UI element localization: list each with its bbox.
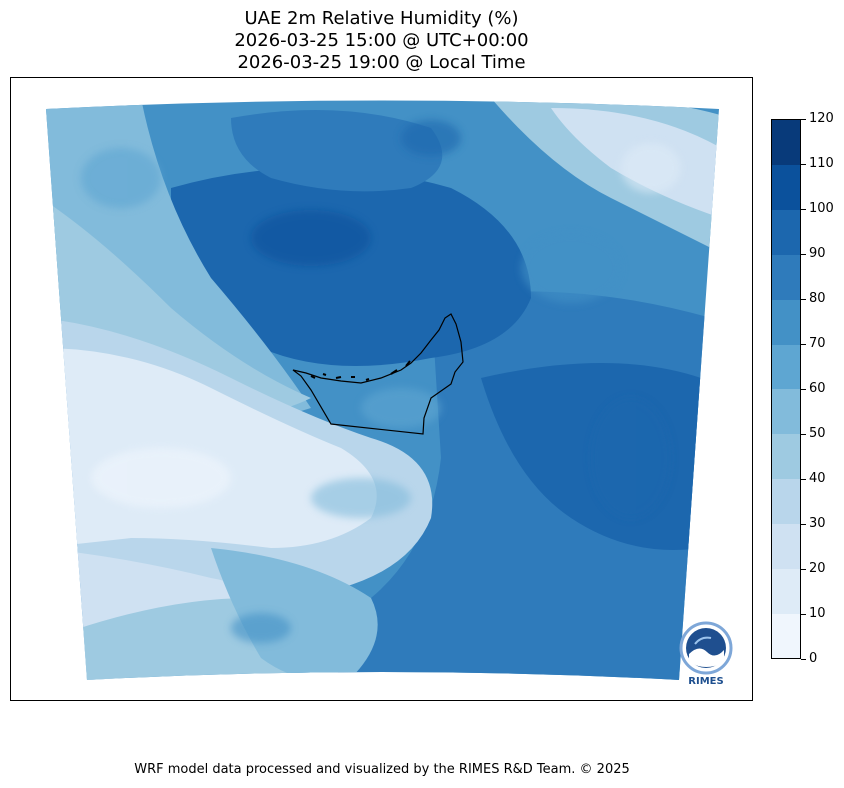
colorbar-tick-label: 30 — [809, 516, 826, 531]
colorbar-tick-label: 20 — [809, 561, 826, 576]
colorbar-segment — [772, 164, 800, 211]
colorbar-tick — [801, 523, 806, 525]
colorbar-segment — [772, 389, 800, 435]
credit-footer: WRF model data processed and visualized … — [134, 762, 630, 777]
colorbar-tick-label: 0 — [809, 651, 818, 666]
colorbar-tick-label: 40 — [809, 471, 826, 486]
colorbar-tick — [801, 163, 806, 165]
map-panel — [10, 77, 753, 701]
colorbar-tick-label: 110 — [809, 156, 834, 171]
colorbar-tick — [801, 658, 806, 660]
colorbar-segment — [772, 478, 800, 524]
chart-subtitle-local: 2026-03-25 19:00 @ Local Time — [237, 52, 526, 73]
rimes-globe-logo-icon — [679, 621, 733, 675]
colorbar-tick-label: 50 — [809, 426, 826, 441]
colorbar-tick — [801, 388, 806, 390]
uae-coast-islands — [310, 360, 411, 381]
colorbar-tick — [801, 253, 806, 255]
colorbar-segment — [772, 299, 800, 345]
colorbar-segment — [772, 209, 800, 255]
colorbar — [771, 119, 801, 659]
colorbar-tick — [801, 118, 806, 120]
colorbar-tick — [801, 343, 806, 345]
rimes-logo: RIMES — [677, 620, 741, 688]
colorbar-tick — [801, 298, 806, 300]
colorbar-tick-label: 100 — [809, 201, 834, 216]
colorbar-segment — [772, 613, 800, 659]
humidity-field — [46, 100, 719, 680]
colorbar-segment — [772, 433, 800, 480]
colorbar-segment — [772, 120, 800, 166]
chart-subtitle-utc: 2026-03-25 15:00 @ UTC+00:00 — [234, 30, 529, 51]
colorbar-segment — [772, 523, 800, 569]
colorbar-tick-label: 10 — [809, 606, 826, 621]
colorbar-tick-label: 80 — [809, 291, 826, 306]
logo-text: RIMES — [688, 676, 724, 687]
colorbar-segment — [772, 568, 800, 614]
colorbar-segment — [772, 254, 800, 300]
uae-border — [292, 313, 464, 435]
humidity-map — [46, 100, 719, 680]
colorbar-tick — [801, 433, 806, 435]
colorbar-tick-label: 120 — [809, 111, 834, 126]
colorbar-tick-label: 90 — [809, 246, 826, 261]
chart-title: UAE 2m Relative Humidity (%) — [244, 8, 519, 29]
colorbar-tick-label: 60 — [809, 381, 826, 396]
colorbar-segment — [772, 344, 800, 390]
colorbar-tick — [801, 613, 806, 615]
colorbar-tick — [801, 208, 806, 210]
colorbar-tick-label: 70 — [809, 336, 826, 351]
colorbar-tick — [801, 478, 806, 480]
colorbar-tick — [801, 568, 806, 570]
